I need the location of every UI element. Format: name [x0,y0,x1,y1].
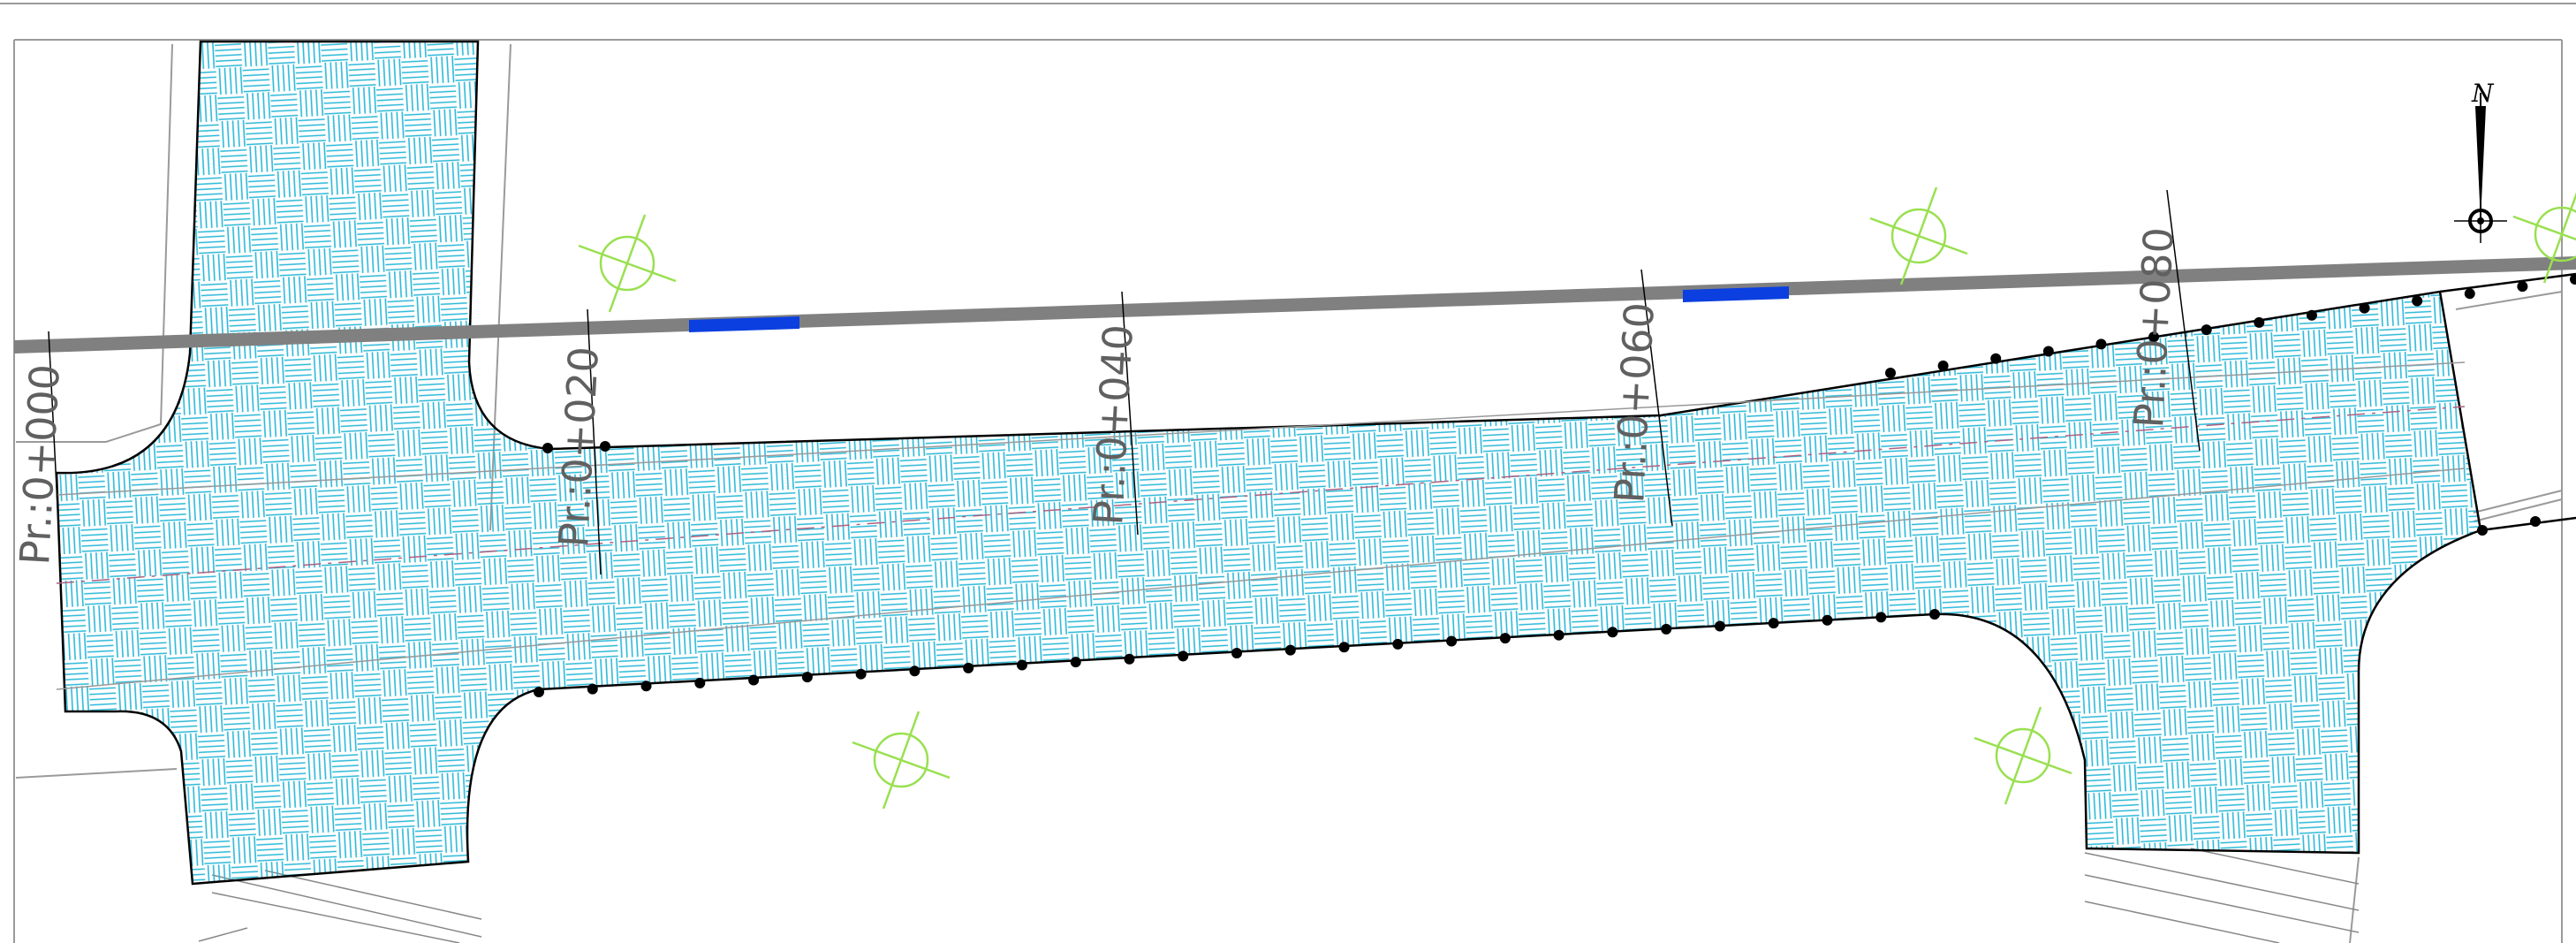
edge-marker-dot [2530,516,2541,527]
north-arrow: N [2454,79,2507,243]
station-label: Pr.:0+060 [1605,301,1663,505]
edge-marker-dot [1231,648,1242,658]
road-marker-1 [689,316,799,332]
station-line [587,308,602,575]
edge-marker-dot [1990,353,2002,364]
edge-marker-dot [1070,657,1081,668]
edge-marker-dot [600,441,610,452]
edge-marker-dot [2095,338,2107,350]
edge-marker-dot [1822,614,1833,626]
edge-marker-dot [1392,638,1404,650]
station-line [1121,291,1139,536]
edge-marker-dot [2570,274,2576,285]
station-group: Pr.:0+000 Pr.:0+020 Pr.:0+040 Pr.:0+060 Pr.:… [11,189,2201,575]
edge-marker-dot [2042,346,2054,357]
edge-marker-dot [1768,618,1779,629]
edge-marker-dot [1929,609,1940,620]
station-label: Pr.:0+080 [2125,226,2183,430]
edge-marker-dot [1661,623,1672,635]
tree-icon [2512,192,2576,284]
edge-marker-dot [1875,612,1887,623]
edge-marker-dot [1607,627,1618,638]
edge-marker-dot [2148,331,2160,343]
edge-marker-dot [1338,642,1350,653]
edge-marker-dot [1124,653,1135,665]
road [14,256,2576,354]
tree-symbols [578,186,2576,810]
edge-marker-dot [1499,633,1511,644]
edge-marker-dot [1885,368,1896,378]
edge-marker-dot [801,672,813,683]
edge-marker-dot [534,687,544,697]
station-label: Pr.:0+040 [1084,323,1142,527]
edge-marker-dot [1284,644,1296,656]
station-line [1640,269,1673,527]
edge-marker-dot [855,668,867,680]
edge-marker-dot [909,665,921,677]
tree-icon [1974,706,2072,805]
edge-marker-dot [1714,620,1725,632]
curb-line [2480,516,2576,532]
edge-marker-dot [1178,650,1189,662]
edge-marker-dot [694,677,706,688]
edge-marker-dot [2464,288,2475,300]
edge-marker-dot [542,443,553,453]
edge-marker-dot [1446,635,1458,647]
edge-marker-dot [2517,281,2528,293]
edge-marker-dot [1016,659,1027,671]
station-label: Pr.:0+000 [11,363,69,567]
station-label: Pr.:0+020 [549,346,608,549]
paved-area-hatch [55,40,2482,886]
shading-lines [198,848,2360,943]
edge-marker-dot [748,674,760,686]
edge-marker-dot [2306,309,2317,321]
tree-icon [1869,186,1968,285]
tree-icon [852,711,951,810]
edge-marker-dot [640,681,652,692]
edge-marker-dot [963,662,974,673]
north-label: N [2471,79,2495,108]
edge-marker-dot [2254,316,2265,328]
edge-marker-dot [2412,295,2423,307]
tree-icon [578,214,677,313]
edge-marker-dot [2359,302,2370,314]
edge-markers [534,272,2576,697]
edge-marker-dot [1937,360,1949,371]
station-line [2166,189,2201,452]
station-line [48,331,61,558]
curb-line [2439,272,2576,293]
road-marker-2 [1683,286,1789,302]
edge-marker-dot [1553,629,1565,641]
edge-marker-dot [2201,324,2212,336]
edge-marker-dot [587,683,598,695]
alignment-lines [56,361,2466,690]
